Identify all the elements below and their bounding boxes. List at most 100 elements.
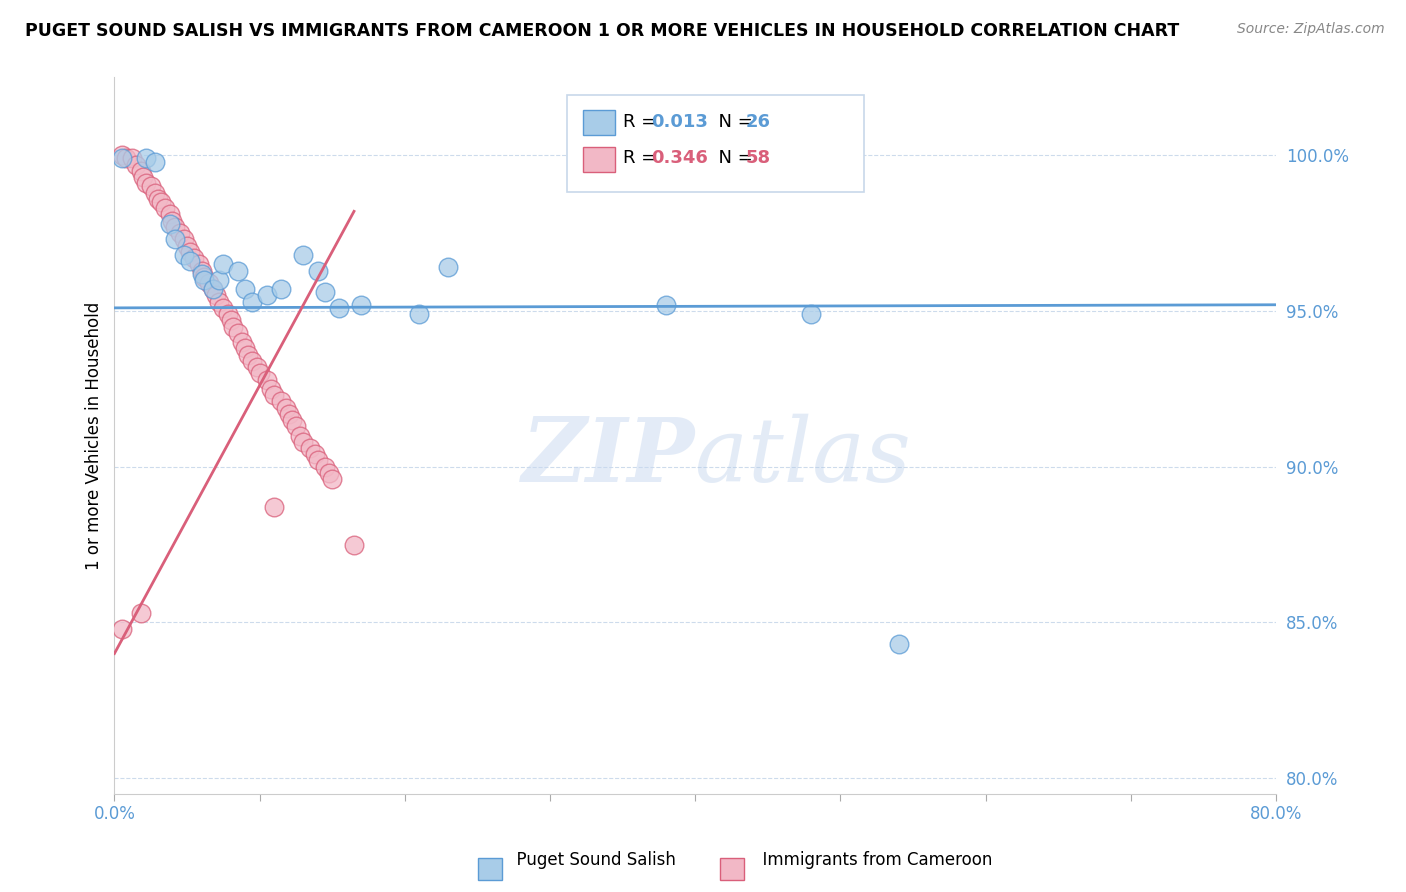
Point bbox=[343, 537, 366, 551]
Point bbox=[165, 232, 187, 246]
Point bbox=[111, 152, 134, 166]
Point bbox=[129, 606, 152, 620]
Point bbox=[190, 267, 212, 281]
Point bbox=[233, 342, 256, 356]
Point bbox=[256, 288, 278, 302]
Text: 26: 26 bbox=[745, 113, 770, 131]
Point bbox=[135, 152, 157, 166]
Text: Source: ZipAtlas.com: Source: ZipAtlas.com bbox=[1237, 22, 1385, 37]
Bar bbox=[582, 110, 614, 135]
Point bbox=[318, 466, 340, 480]
Point bbox=[173, 232, 195, 246]
Point bbox=[193, 269, 215, 284]
Point bbox=[193, 273, 215, 287]
Point bbox=[246, 359, 269, 374]
Bar bbox=[478, 858, 502, 880]
Point bbox=[290, 428, 312, 442]
Point bbox=[121, 152, 143, 166]
Point bbox=[143, 154, 166, 169]
Point bbox=[408, 307, 430, 321]
Point bbox=[226, 263, 249, 277]
Point bbox=[139, 179, 162, 194]
Point bbox=[299, 441, 322, 455]
Point bbox=[135, 177, 157, 191]
Point bbox=[169, 226, 191, 240]
Point bbox=[270, 282, 292, 296]
Point bbox=[149, 194, 172, 209]
Point bbox=[350, 298, 373, 312]
Bar bbox=[720, 858, 744, 880]
Bar bbox=[582, 147, 614, 172]
Text: N =: N = bbox=[707, 113, 758, 131]
Point bbox=[263, 500, 285, 515]
Point bbox=[190, 263, 212, 277]
Point bbox=[800, 307, 823, 321]
Point bbox=[256, 372, 278, 386]
Point bbox=[240, 294, 263, 309]
Point bbox=[292, 434, 315, 449]
Point bbox=[165, 219, 187, 234]
Point bbox=[314, 459, 336, 474]
Point bbox=[263, 388, 285, 402]
Point bbox=[208, 273, 231, 287]
Text: R =: R = bbox=[623, 113, 662, 131]
Point bbox=[292, 248, 315, 262]
Text: R =: R = bbox=[623, 149, 662, 168]
Point bbox=[179, 244, 201, 259]
Text: PUGET SOUND SALISH VS IMMIGRANTS FROM CAMEROON 1 OR MORE VEHICLES IN HOUSEHOLD C: PUGET SOUND SALISH VS IMMIGRANTS FROM CA… bbox=[25, 22, 1180, 40]
Point bbox=[274, 401, 297, 415]
Point bbox=[155, 201, 177, 215]
Point bbox=[226, 326, 249, 340]
Point bbox=[159, 207, 181, 221]
Point bbox=[146, 192, 169, 206]
Point bbox=[159, 217, 181, 231]
Point bbox=[129, 164, 152, 178]
Point bbox=[111, 622, 134, 636]
Point bbox=[236, 348, 259, 362]
Point bbox=[115, 152, 138, 166]
Point bbox=[655, 298, 678, 312]
Point bbox=[176, 238, 198, 252]
Point bbox=[111, 148, 134, 162]
Point bbox=[321, 472, 343, 486]
Point bbox=[202, 282, 225, 296]
Point bbox=[183, 251, 205, 265]
Point bbox=[143, 186, 166, 200]
Point bbox=[125, 158, 148, 172]
Point bbox=[328, 301, 350, 315]
Point bbox=[277, 407, 299, 421]
Point bbox=[208, 294, 231, 309]
FancyBboxPatch shape bbox=[568, 95, 863, 192]
Point bbox=[260, 382, 283, 396]
Text: Immigrants from Cameroon: Immigrants from Cameroon bbox=[752, 851, 993, 869]
Point bbox=[205, 288, 228, 302]
Point bbox=[179, 254, 201, 268]
Point bbox=[280, 413, 302, 427]
Text: 0.013: 0.013 bbox=[651, 113, 709, 131]
Text: atlas: atlas bbox=[695, 414, 911, 500]
Y-axis label: 1 or more Vehicles in Household: 1 or more Vehicles in Household bbox=[86, 301, 103, 570]
Point bbox=[307, 453, 329, 467]
Point bbox=[307, 263, 329, 277]
Point bbox=[231, 335, 253, 350]
Point bbox=[233, 282, 256, 296]
Point bbox=[198, 276, 221, 290]
Text: N =: N = bbox=[707, 149, 758, 168]
Point bbox=[304, 447, 326, 461]
Text: 58: 58 bbox=[745, 149, 770, 168]
Point bbox=[437, 260, 460, 275]
Point bbox=[314, 285, 336, 300]
Point bbox=[284, 419, 307, 434]
Point bbox=[212, 257, 235, 271]
Point bbox=[249, 366, 271, 380]
Point bbox=[173, 248, 195, 262]
Point bbox=[219, 313, 242, 327]
Point bbox=[240, 354, 263, 368]
Point bbox=[212, 301, 235, 315]
Point bbox=[270, 394, 292, 409]
Point bbox=[132, 170, 155, 185]
Text: 0.346: 0.346 bbox=[651, 149, 709, 168]
Point bbox=[187, 257, 209, 271]
Point bbox=[222, 319, 245, 334]
Text: Puget Sound Salish: Puget Sound Salish bbox=[506, 851, 676, 869]
